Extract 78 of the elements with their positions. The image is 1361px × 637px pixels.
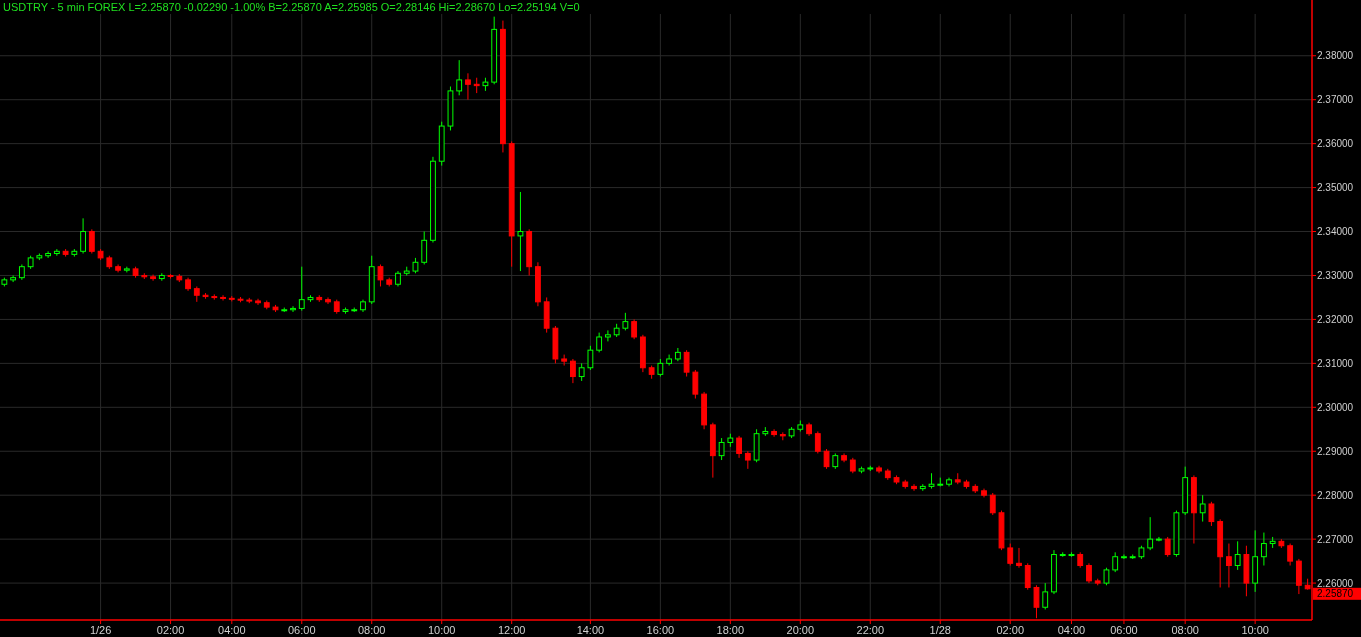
chart-title: USDTRY - 5 min FOREX L=2.25870 -0.02290 -1.00% B=2.25870 A=2.25985 O=2.28146 Hi=2.28670 Lo=2.25194 V=0: [3, 1, 580, 13]
candlestick: [771, 428, 777, 438]
y-tick-label: 2.32000: [1317, 313, 1354, 325]
candlestick: [421, 231, 428, 265]
candlestick: [1024, 562, 1031, 591]
y-tick-label: 2.35000: [1317, 182, 1354, 194]
candlestick: [88, 228, 95, 254]
x-tick-label: 14:00: [576, 624, 605, 636]
candlestick: [220, 294, 226, 302]
candlestick: [596, 332, 603, 353]
candlestick: [814, 430, 821, 454]
candlestick: [150, 274, 156, 282]
text: 2.25870: [1317, 588, 1354, 600]
y-tick-label: 2.27000: [1317, 533, 1354, 545]
candlestick: [1016, 547, 1022, 569]
candlestick: [517, 191, 524, 272]
candlestick: [823, 448, 830, 470]
candlestick: [298, 266, 305, 312]
x-tick-label: 08:00: [357, 624, 386, 636]
x-tick-label: 04:00: [1057, 624, 1086, 636]
x-tick-label: 16:00: [646, 624, 675, 636]
y-tick-label: 2.30000: [1317, 401, 1354, 413]
candlestick: [666, 354, 673, 367]
candlestick: [631, 318, 638, 340]
candlestick: [1007, 543, 1014, 567]
candlestick: [1199, 494, 1206, 523]
candlestick: [683, 349, 690, 378]
x-tick-label: 08:00: [1171, 624, 1199, 636]
candlestick: [45, 250, 52, 259]
y-tick-label: 2.29000: [1317, 445, 1354, 457]
candlestick: [1086, 562, 1092, 584]
candlestick: [692, 369, 699, 400]
candlestick: [465, 72, 471, 101]
candlestick: [1112, 551, 1119, 573]
candlestick: [325, 296, 331, 305]
candlestick: [80, 217, 86, 254]
x-tick-label: 06:00: [287, 624, 316, 636]
candlestick: [1260, 532, 1267, 567]
x-tick-label: 02:00: [996, 624, 1025, 636]
candlestick: [377, 263, 384, 287]
candlestick: [587, 345, 594, 371]
x-tick-label: 06:00: [1110, 624, 1138, 636]
candlestick: [53, 248, 60, 257]
y-tick-label: 2.31000: [1317, 357, 1354, 369]
candlestick: [1208, 501, 1215, 527]
x-tick-label: 04:00: [218, 624, 246, 636]
candlestick: [1234, 540, 1241, 571]
y-tick-label: 2.37000: [1317, 94, 1354, 106]
candlestick: [290, 305, 296, 313]
candlestick: [718, 437, 725, 461]
candlestick: [1226, 543, 1232, 588]
y-tick-label: 2.36000: [1317, 138, 1354, 150]
candlestick: [570, 358, 576, 384]
y-tick-label: 2.34000: [1317, 226, 1354, 238]
x-tick-label: 02:00: [156, 624, 185, 636]
x-tick-label: 22:00: [856, 624, 885, 636]
candlestick: [1042, 582, 1049, 610]
candlestick: [1147, 516, 1154, 551]
x-tick-label: 12:00: [497, 624, 526, 636]
candlestick: [1164, 536, 1171, 558]
x-tick-label: 1/26: [89, 624, 112, 636]
y-tick-label: 2.26000: [1317, 577, 1354, 589]
candlestick: [1121, 554, 1127, 560]
y-tick-label: 2.28000: [1317, 489, 1354, 501]
y-tick-label: 2.38000: [1317, 50, 1354, 62]
y-tick-label: 2.33000: [1317, 269, 1354, 281]
x-tick-label: 10:00: [427, 624, 456, 636]
candlestick: [604, 329, 611, 342]
candlestick: [456, 59, 463, 96]
candlestick: [1287, 543, 1294, 567]
x-tick-label: 1/28: [929, 624, 951, 636]
candlestick: [989, 492, 996, 516]
x-tick-label: 18:00: [716, 624, 745, 636]
candlestick: [736, 435, 742, 459]
candlestick: [255, 298, 261, 306]
candlestick: [911, 483, 917, 492]
x-tick-label: 10:00: [1241, 624, 1269, 636]
x-tick-label: 20:00: [786, 624, 815, 636]
